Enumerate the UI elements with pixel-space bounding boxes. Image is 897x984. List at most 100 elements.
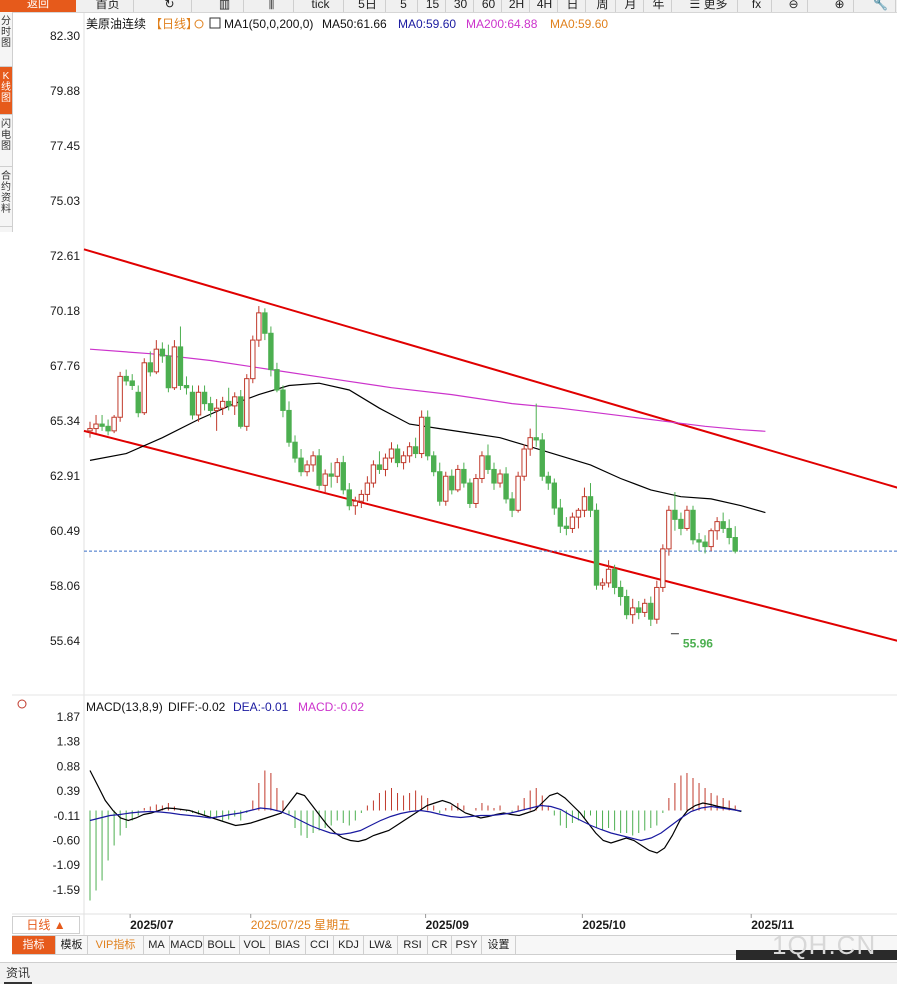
toolbar-item-1[interactable]: ↻ [148, 0, 192, 12]
toolbar-item-10[interactable]: 2H [504, 0, 530, 12]
candle-body [690, 509, 696, 541]
toolbar-item-12[interactable]: 日 [560, 0, 586, 12]
toolbar-item-9[interactable]: 60 [476, 0, 502, 12]
candle-body [274, 369, 280, 391]
toolbar-item-2[interactable]: ▥ [206, 0, 244, 12]
toolbar-item-6[interactable]: 5 [390, 0, 418, 12]
candle-body [105, 425, 111, 432]
toolbar-item-20[interactable]: 🔧 [866, 0, 896, 12]
indicator-tab-2[interactable]: VIP指标 [88, 936, 144, 954]
candle-body [515, 475, 521, 511]
candle-body [328, 473, 334, 477]
candle-body [726, 527, 732, 539]
candle-body [702, 541, 708, 548]
candle-body [250, 339, 256, 380]
candle-body [262, 312, 268, 334]
indicator-tab-12[interactable]: CR [428, 936, 452, 954]
candle-body [232, 396, 238, 407]
candle-body [623, 596, 630, 616]
candle-body [352, 500, 359, 507]
candle-body [630, 607, 636, 616]
news-tab[interactable]: 资讯 [4, 965, 32, 984]
ma200-line [89, 348, 766, 432]
period-selector[interactable]: 日线 ▲ [12, 916, 80, 934]
instrument-name: 美原油连续 [86, 16, 146, 31]
channel-upper-line [83, 248, 897, 489]
candle-body [497, 473, 503, 484]
candle-body [177, 346, 184, 386]
candle-body [388, 448, 395, 459]
watermark-band [736, 950, 897, 960]
toolbar-item-0[interactable]: 首页 [82, 0, 134, 12]
indicator-tab-3[interactable]: MA [144, 936, 170, 954]
date-label: 2025/10 [582, 918, 626, 932]
left-tab-0[interactable]: 分时图 [0, 12, 12, 67]
ma0-value: MA0:59.60 [398, 17, 456, 31]
candle-body [400, 455, 407, 464]
candle-body [292, 441, 298, 459]
macd-tick-label: 1.38 [57, 735, 81, 749]
toolbar-item-15[interactable]: 年 [646, 0, 672, 12]
candle-body [545, 475, 551, 484]
candle-body [129, 380, 135, 386]
candle-body [714, 521, 720, 532]
toolbar-item-11[interactable]: 4H [532, 0, 558, 12]
price-tick-label: 77.45 [50, 139, 80, 153]
candle-body [563, 525, 570, 529]
toolbar-item-19[interactable]: ⊕ [826, 0, 854, 12]
left-tab-1[interactable]: K线图 [0, 67, 12, 115]
toolbar-item-18[interactable]: ⊖ [780, 0, 808, 12]
toolbar-item-8[interactable]: 30 [448, 0, 474, 12]
indicator-tab-4[interactable]: MACD [170, 936, 204, 954]
indicator-tab-0[interactable]: 指标 [12, 936, 56, 954]
candle-body [527, 437, 533, 450]
candle-body [244, 378, 250, 427]
indicator-tab-7[interactable]: BIAS [270, 936, 306, 954]
toolbar-item-13[interactable]: 周 [590, 0, 616, 12]
indicator-tab-14[interactable]: 设置 [482, 936, 516, 954]
toolbar-item-16[interactable]: ☰ 更多 [680, 0, 738, 12]
candle-body [479, 455, 485, 480]
toolbar-item-3[interactable]: ⫼ [250, 0, 294, 12]
candle-body [599, 582, 606, 586]
candle-body [141, 362, 147, 414]
settings-icon [194, 19, 204, 29]
toolbar-item-17[interactable]: fx [742, 0, 772, 12]
candle-body [406, 446, 413, 457]
indicator-tab-1[interactable]: 模板 [56, 936, 88, 954]
candle-body [509, 498, 515, 511]
toolbar-item-7[interactable]: 15 [420, 0, 446, 12]
back-button[interactable]: 返回 [0, 0, 76, 12]
channel-lower-line [83, 429, 897, 642]
indicator-tab-6[interactable]: VOL [240, 936, 270, 954]
candle-body [358, 493, 365, 502]
candle-body [551, 482, 558, 509]
macd-diff-value: DIFF:-0.02 [168, 700, 226, 714]
period-label: 【日线】 [150, 17, 198, 31]
macd-tick-label: -0.60 [53, 834, 81, 848]
indicator-tab-10[interactable]: LW& [364, 936, 398, 954]
toolbar-item-4[interactable]: tick [298, 0, 344, 12]
indicator-tab-9[interactable]: KDJ [334, 936, 364, 954]
price-tick-label: 82.30 [50, 29, 80, 43]
toolbar-item-5[interactable]: 5日 [350, 0, 386, 12]
toolbar-item-14[interactable]: 月 [618, 0, 644, 12]
candle-body [575, 509, 582, 518]
price-tick-label: 67.76 [50, 359, 80, 373]
indicator-tab-11[interactable]: RSI [398, 936, 428, 954]
candle-body [708, 530, 714, 548]
left-tab-2[interactable]: 闪电图 [0, 115, 12, 167]
indicator-tab-13[interactable]: PSY [452, 936, 482, 954]
indicator-tab-5[interactable]: BOLL [204, 936, 240, 954]
indicator-tab-8[interactable]: CCI [306, 936, 334, 954]
candle-body [485, 455, 491, 470]
macd-tick-label: 0.88 [57, 760, 81, 774]
price-tick-label: 75.03 [50, 194, 80, 208]
candle-body [171, 346, 178, 389]
left-tab-3[interactable]: 合约资料 [0, 167, 12, 227]
candle-body [135, 391, 141, 414]
macd-hist-value: MACD:-0.02 [298, 700, 364, 714]
candle-body [195, 391, 202, 416]
candle-body [666, 509, 672, 550]
